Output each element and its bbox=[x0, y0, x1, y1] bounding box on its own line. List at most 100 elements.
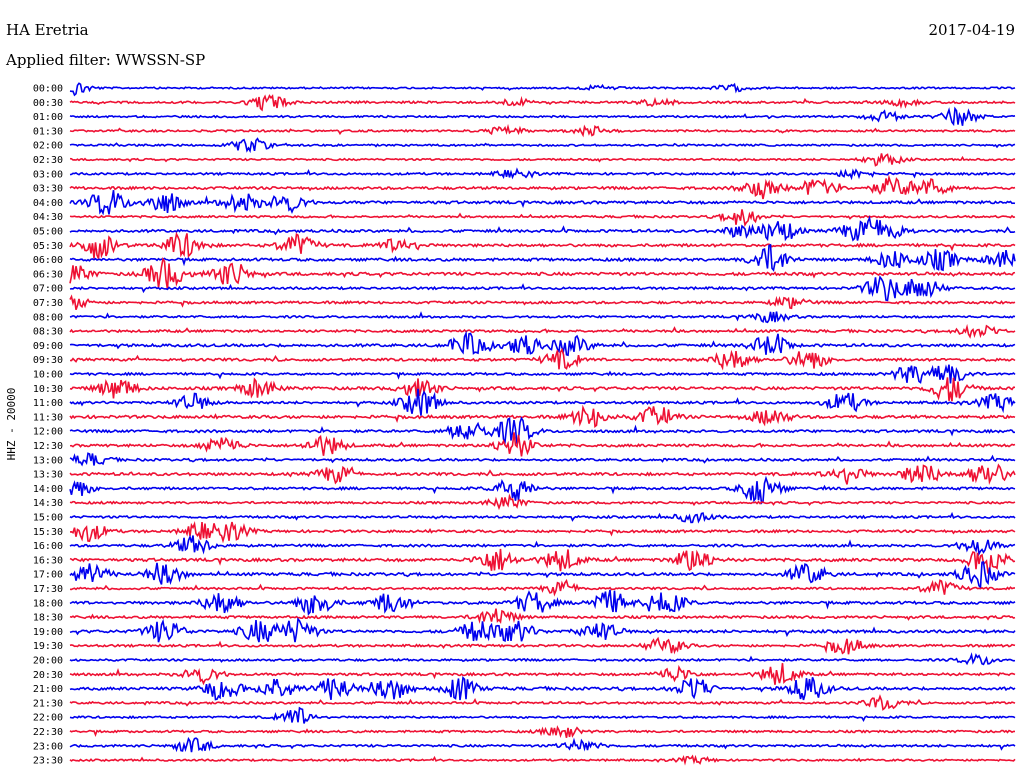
trace-row bbox=[69, 153, 1016, 167]
trace-row bbox=[69, 404, 1016, 429]
trace-row bbox=[69, 347, 1016, 371]
trace-row bbox=[69, 736, 1016, 753]
trace-row bbox=[69, 330, 1016, 357]
time-label: 18:00 bbox=[33, 598, 63, 609]
time-label: 00:30 bbox=[33, 98, 63, 109]
time-label: 17:00 bbox=[33, 570, 63, 581]
time-label: 18:30 bbox=[33, 613, 63, 624]
time-label: 02:30 bbox=[33, 155, 63, 166]
trace-row bbox=[69, 578, 1016, 597]
time-label: 14:00 bbox=[33, 484, 63, 495]
time-label: 15:00 bbox=[33, 513, 63, 524]
trace-row bbox=[69, 725, 1016, 739]
time-label: 21:00 bbox=[33, 684, 63, 695]
time-label: 15:30 bbox=[33, 527, 63, 538]
trace-row bbox=[69, 388, 1016, 416]
time-label: 04:30 bbox=[33, 212, 63, 223]
time-label: 06:00 bbox=[33, 255, 63, 266]
time-label: 03:30 bbox=[33, 184, 63, 195]
time-label: 20:30 bbox=[33, 670, 63, 681]
time-label: 08:30 bbox=[33, 327, 63, 338]
trace-row bbox=[69, 209, 1016, 227]
trace-row bbox=[69, 231, 1016, 259]
time-label: 20:00 bbox=[33, 656, 63, 667]
trace-row bbox=[69, 475, 1016, 505]
record-date: 2017-04-19 bbox=[928, 21, 1015, 39]
time-label: 07:00 bbox=[33, 284, 63, 295]
time-label: 13:30 bbox=[33, 470, 63, 481]
time-label: 19:00 bbox=[33, 627, 63, 638]
time-label: 04:00 bbox=[33, 198, 63, 209]
trace-row bbox=[69, 561, 1016, 590]
trace-row bbox=[69, 548, 1016, 574]
trace-row bbox=[69, 123, 1016, 138]
time-label: 13:00 bbox=[33, 455, 63, 466]
trace-row bbox=[69, 676, 1016, 701]
time-label: 09:30 bbox=[33, 355, 63, 366]
trace-group: 00:00 00:30 01:00 01:30 02:00 02:30 03:00 03:30… bbox=[33, 82, 1016, 767]
time-label: 23:30 bbox=[33, 756, 63, 767]
filter-label: Applied filter: WWSSN-SP bbox=[6, 51, 206, 69]
time-label: 16:00 bbox=[33, 541, 63, 552]
trace-row bbox=[69, 190, 1016, 216]
trace-row bbox=[69, 167, 1016, 181]
trace-row bbox=[69, 694, 1016, 711]
trace-row bbox=[69, 636, 1016, 655]
trace-row bbox=[69, 520, 1016, 544]
time-label: 23:00 bbox=[33, 741, 63, 752]
trace-row bbox=[69, 511, 1016, 524]
time-label: 10:30 bbox=[33, 384, 63, 395]
time-label: 06:30 bbox=[33, 269, 63, 280]
trace-row bbox=[69, 137, 1016, 154]
time-label: 17:30 bbox=[33, 584, 63, 595]
y-axis-label: HHZ - 20000 bbox=[5, 388, 18, 461]
trace-row bbox=[69, 493, 1016, 511]
trace-row bbox=[69, 174, 1016, 200]
trace-row bbox=[69, 608, 1016, 625]
time-label: 07:30 bbox=[33, 298, 63, 309]
trace-row bbox=[69, 534, 1016, 557]
trace-row bbox=[69, 275, 1016, 302]
trace-row bbox=[69, 663, 1016, 686]
time-label: 22:30 bbox=[33, 727, 63, 738]
trace-row bbox=[69, 452, 1016, 467]
trace-row bbox=[69, 215, 1016, 242]
time-label: 08:00 bbox=[33, 312, 63, 323]
trace-row bbox=[69, 243, 1016, 272]
time-label: 22:00 bbox=[33, 713, 63, 724]
time-label: 02:00 bbox=[33, 141, 63, 152]
time-label: 00:00 bbox=[33, 84, 63, 95]
time-label: 01:00 bbox=[33, 112, 63, 123]
time-label: 21:30 bbox=[33, 698, 63, 709]
trace-row bbox=[69, 754, 1016, 766]
trace-row bbox=[69, 463, 1016, 486]
trace-row bbox=[69, 82, 1016, 97]
time-label: 05:00 bbox=[33, 227, 63, 238]
time-label: 19:30 bbox=[33, 641, 63, 652]
trace-row bbox=[69, 377, 1016, 402]
trace-row bbox=[69, 311, 1016, 324]
trace-row bbox=[69, 294, 1016, 310]
trace-row bbox=[69, 256, 1016, 290]
time-label: 05:30 bbox=[33, 241, 63, 252]
time-label: 12:00 bbox=[33, 427, 63, 438]
trace-row bbox=[69, 94, 1016, 112]
trace-row bbox=[69, 364, 1016, 384]
trace-row bbox=[69, 706, 1016, 724]
trace-row bbox=[69, 416, 1016, 445]
trace-row bbox=[69, 589, 1016, 616]
time-label: 12:30 bbox=[33, 441, 63, 452]
time-label: 11:00 bbox=[33, 398, 63, 409]
time-label: 09:00 bbox=[33, 341, 63, 352]
trace-row bbox=[69, 652, 1016, 666]
trace-row bbox=[69, 617, 1016, 643]
station-title: HA Eretria bbox=[6, 21, 89, 39]
time-label: 14:30 bbox=[33, 498, 63, 509]
time-label: 03:00 bbox=[33, 169, 63, 180]
trace-row bbox=[69, 323, 1016, 339]
time-label: 16:30 bbox=[33, 555, 63, 566]
time-label: 01:30 bbox=[33, 126, 63, 137]
time-label: 11:30 bbox=[33, 412, 63, 423]
